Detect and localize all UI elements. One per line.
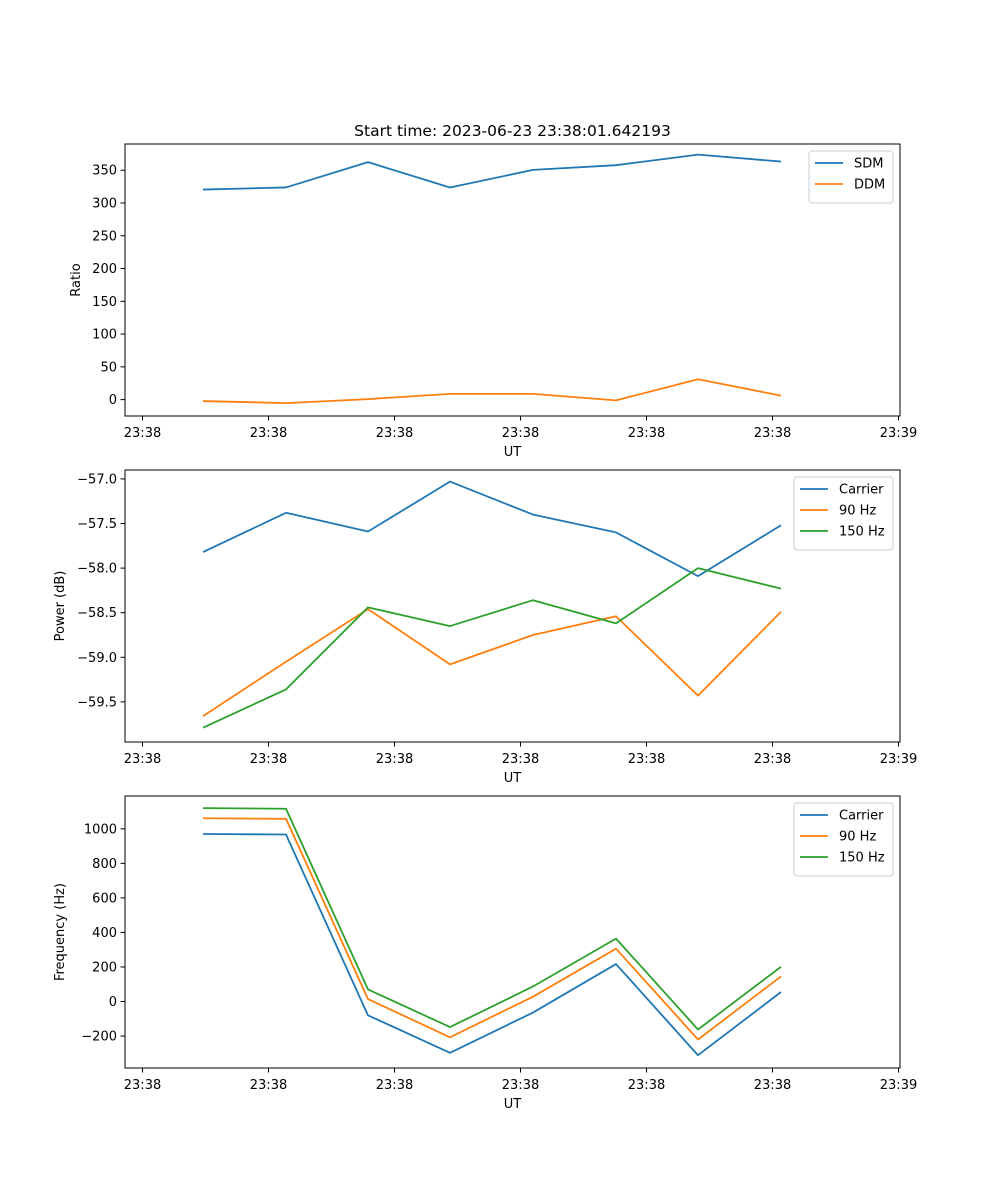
x-tick-label: 23:38 xyxy=(628,1078,665,1093)
x-axis-label: UT xyxy=(504,1097,522,1112)
x-tick-label: 23:39 xyxy=(880,426,917,441)
legend: Carrier 90 Hz 150 Hz xyxy=(793,476,894,551)
x-tick-label: 23:38 xyxy=(754,1078,791,1093)
y-tick-label: 250 xyxy=(92,229,117,244)
y-tick-label: −59.0 xyxy=(77,651,117,666)
x-tick-label: 23:38 xyxy=(124,752,161,767)
y-tick-label: 150 xyxy=(92,295,117,310)
series-line-150-hz xyxy=(202,807,782,1031)
series-line-carrier xyxy=(202,833,782,1057)
legend-label: Carrier xyxy=(839,809,884,824)
series-line-ddm xyxy=(202,378,782,404)
legend-label: 150 Hz xyxy=(839,525,885,540)
y-axis-label: Frequency (Hz) xyxy=(53,883,68,981)
x-tick-label: 23:38 xyxy=(502,426,539,441)
y-tick-label: 350 xyxy=(92,164,117,179)
x-axis-label: UT xyxy=(504,771,522,786)
x-tick-label: 23:39 xyxy=(880,1078,917,1093)
x-tick-label: 23:38 xyxy=(754,752,791,767)
chart-panel-2: 23:38 23:38 23:38 23:38 23:38 23:38 23:39 −59.5… xyxy=(53,469,917,786)
legend: SDM DDM xyxy=(808,150,894,204)
y-tick-label: −58.0 xyxy=(77,562,117,577)
y-tick-label: −200 xyxy=(81,1030,117,1045)
legend-label: DDM xyxy=(854,178,885,193)
x-tick-label: 23:39 xyxy=(880,752,917,767)
series-line-150-hz xyxy=(202,567,782,729)
x-tick-label: 23:38 xyxy=(628,426,665,441)
y-tick-label: −57.0 xyxy=(77,472,117,487)
plot-frame xyxy=(124,143,901,417)
legend-label: 90 Hz xyxy=(839,504,876,519)
y-tick-label: 200 xyxy=(92,262,117,277)
y-tick-label: 50 xyxy=(100,360,117,375)
chart-title: Start time: 2023-06-23 23:38:01.642193 xyxy=(354,122,671,140)
legend-label: Carrier xyxy=(839,483,884,498)
x-tick-label: 23:38 xyxy=(628,752,665,767)
x-tick-label: 23:38 xyxy=(502,752,539,767)
legend-label: SDM xyxy=(854,157,883,172)
x-tick-label: 23:38 xyxy=(502,1078,539,1093)
series-line-carrier xyxy=(202,480,782,578)
x-tick-label: 23:38 xyxy=(124,1078,161,1093)
y-tick-label: 600 xyxy=(92,891,117,906)
plot-frame xyxy=(124,795,901,1069)
series-line-90-hz xyxy=(202,608,782,717)
x-tick-label: 23:38 xyxy=(376,426,413,441)
x-axis-label: UT xyxy=(504,445,522,460)
y-tick-label: 400 xyxy=(92,926,117,941)
y-axis-label: Power (dB) xyxy=(53,571,68,642)
y-tick-label: −57.5 xyxy=(77,517,117,532)
chart-panel-1: Start time: 2023-06-23 23:38:01.642193 23… xyxy=(69,122,917,460)
y-axis-label: Ratio xyxy=(69,263,84,296)
x-tick-label: 23:38 xyxy=(124,426,161,441)
legend-box xyxy=(808,150,894,204)
legend-label: 90 Hz xyxy=(839,830,876,845)
series-line-90-hz xyxy=(202,817,782,1041)
y-tick-label: 0 xyxy=(109,995,117,1010)
y-tick-label: −59.5 xyxy=(77,695,117,710)
x-tick-label: 23:38 xyxy=(754,426,791,441)
x-tick-label: 23:38 xyxy=(250,752,287,767)
chart-panel-3: 23:38 23:38 23:38 23:38 23:38 23:38 23:39 −200 0… xyxy=(53,795,917,1112)
y-tick-label: 1000 xyxy=(84,822,117,837)
x-tick-label: 23:38 xyxy=(250,426,287,441)
x-tick-label: 23:38 xyxy=(376,752,413,767)
y-tick-label: 100 xyxy=(92,328,117,343)
legend: Carrier 90 Hz 150 Hz xyxy=(793,802,894,877)
legend-label: 150 Hz xyxy=(839,851,885,866)
y-tick-label: −58.5 xyxy=(77,606,117,621)
y-tick-label: 800 xyxy=(92,857,117,872)
x-tick-label: 23:38 xyxy=(376,1078,413,1093)
y-tick-label: 200 xyxy=(92,960,117,975)
x-tick-label: 23:38 xyxy=(250,1078,287,1093)
series-line-sdm xyxy=(202,153,782,191)
y-tick-label: 0 xyxy=(109,393,117,408)
plot-frame xyxy=(124,469,901,743)
y-tick-label: 300 xyxy=(92,196,117,211)
